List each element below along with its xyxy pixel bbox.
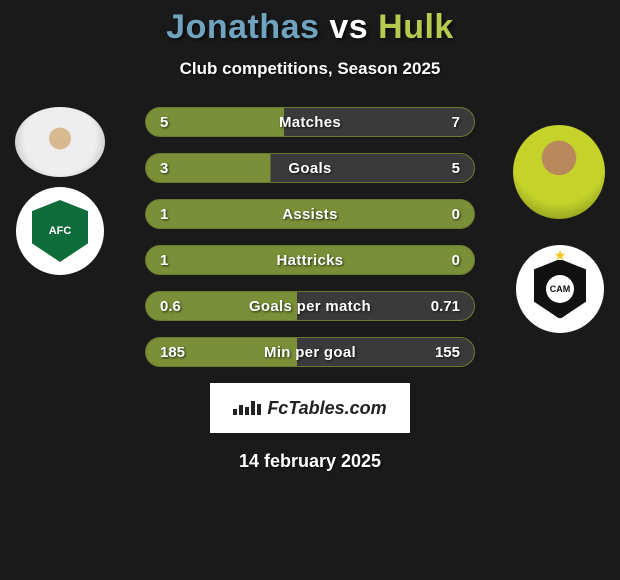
stat-label: Hattricks [200, 252, 420, 269]
stat-left-value: 185 [160, 344, 200, 361]
stat-left-value: 1 [160, 206, 200, 223]
logo-bar [251, 401, 255, 415]
comparison-panel: AFC ★ CAM 5Matches73Goals51Assists01Hatt… [0, 107, 620, 472]
stats-table: 5Matches73Goals51Assists01Hattricks00.6G… [145, 107, 475, 367]
title-player-left: Jonathas [166, 8, 319, 46]
page-title: Jonathas vs Hulk [0, 0, 620, 47]
comparison-date: 14 february 2025 [0, 451, 620, 472]
subtitle: Club competitions, Season 2025 [0, 59, 620, 79]
logo-bar [257, 404, 261, 415]
stat-label: Assists [200, 206, 420, 223]
stat-right-value: 7 [420, 114, 460, 131]
stat-right-value: 5 [420, 160, 460, 177]
stat-right-value: 0.71 [420, 298, 460, 315]
club-right-initials: CAM [550, 284, 571, 294]
stat-right-value: 0 [420, 252, 460, 269]
fctables-logo: FcTables.com [210, 383, 410, 433]
stat-row: 1Assists0 [145, 199, 475, 229]
stat-left-value: 0.6 [160, 298, 200, 315]
bar-chart-icon [233, 401, 261, 415]
club-left-badge: AFC [16, 187, 104, 275]
stat-row: 5Matches7 [145, 107, 475, 137]
club-left-crest-icon: AFC [32, 200, 88, 262]
stat-right-value: 0 [420, 206, 460, 223]
stat-row: 1Hattricks0 [145, 245, 475, 275]
stat-row: 185Min per goal155 [145, 337, 475, 367]
player-left-avatar [15, 107, 105, 177]
stat-left-value: 1 [160, 252, 200, 269]
stat-label: Goals per match [200, 298, 420, 315]
stat-left-value: 3 [160, 160, 200, 177]
stat-right-value: 155 [420, 344, 460, 361]
logo-bar [245, 407, 249, 415]
club-left-initials: AFC [49, 225, 72, 237]
club-right-crest-icon: CAM [533, 259, 587, 319]
logo-text: FcTables.com [267, 398, 386, 419]
title-player-right: Hulk [378, 8, 454, 46]
stat-left-value: 5 [160, 114, 200, 131]
stat-row: 3Goals5 [145, 153, 475, 183]
title-vs: vs [329, 8, 368, 46]
logo-bar [233, 409, 237, 415]
logo-bar [239, 405, 243, 415]
stat-label: Min per goal [200, 344, 420, 361]
stat-label: Goals [200, 160, 420, 177]
stat-row: 0.6Goals per match0.71 [145, 291, 475, 321]
player-right-avatar [513, 125, 605, 219]
stat-label: Matches [200, 114, 420, 131]
club-right-badge: ★ CAM [516, 245, 604, 333]
